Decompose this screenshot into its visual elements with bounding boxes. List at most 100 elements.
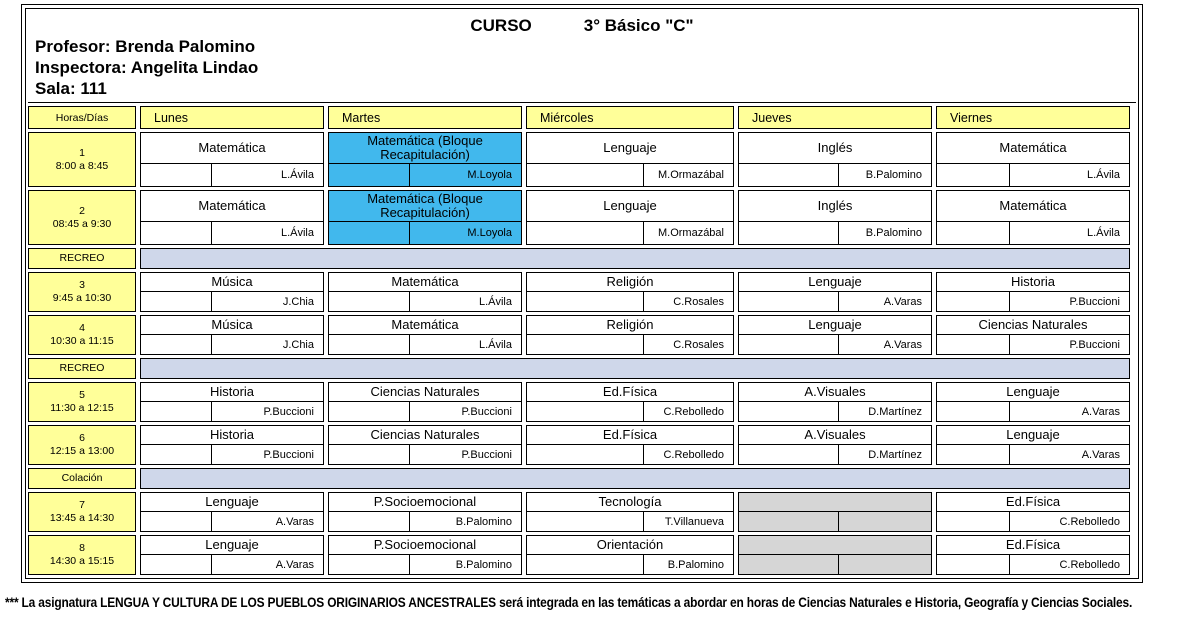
teacher-name: J.Chia [282, 295, 314, 308]
subject-name: P.Socioemocional [329, 536, 521, 555]
period-row-3: 3 9:45 a 10:30 Música J.Chia Matemática L.Ávi… [28, 272, 1136, 312]
teacher-name: A.Varas [1081, 405, 1120, 418]
break-band [140, 358, 1130, 379]
subject-name: Ed.Física [527, 383, 733, 402]
subject-name [739, 536, 931, 555]
cell-friday-period-4: Ciencias Naturales P.Buccioni [936, 315, 1130, 355]
break-band [140, 248, 1130, 269]
day-header-thursday: Jueves [738, 106, 932, 129]
teacher-cell-empty [527, 164, 645, 186]
cell-monday-period-6: Historia P.Buccioni [140, 425, 324, 465]
cell-tuesday-period-5: Ciencias Naturales P.Buccioni [328, 382, 522, 422]
cell-tuesday-period-4: Matemática L.Ávila [328, 315, 522, 355]
cell-monday-period-8: Lenguaje A.Varas [140, 535, 324, 575]
teacher-cell-empty [329, 292, 410, 311]
subject-name: Historia [141, 426, 323, 445]
timetable-body: 1 8:00 a 8:45 Matemática L.Ávila Matemática … [28, 132, 1136, 575]
day-header-monday: Lunes [140, 106, 324, 129]
period-time: 13:45 a 14:30 [49, 512, 115, 524]
break-band [140, 468, 1130, 489]
teacher-name: A.Varas [883, 338, 922, 351]
teacher-cell-empty [739, 445, 839, 464]
inspectora-line: Inspectora: Angelita Lindao [35, 58, 259, 77]
period-time: 12:15 a 13:00 [49, 445, 115, 457]
teacher-name [839, 555, 931, 574]
subject-name: Historia [141, 383, 323, 402]
teacher-name: C.Rebolledo [1059, 558, 1120, 571]
cell-wednesday-period-4: Religión C.Rosales [526, 315, 734, 355]
teacher-name [839, 512, 931, 531]
cell-thursday-period-2: Inglés B.Palomino [738, 190, 932, 245]
period-time: 08:45 a 9:30 [52, 217, 112, 230]
teacher-cell-empty [937, 445, 1010, 464]
teacher-name: L.Ávila [280, 169, 314, 181]
day-header-wednesday: Miércoles [526, 106, 734, 129]
subject-name: Ciencias Naturales [329, 426, 521, 445]
cell-monday-period-1: Matemática L.Ávila [140, 132, 324, 187]
period-time: 8:00 a 8:45 [55, 159, 109, 172]
teacher-cell-empty [329, 512, 410, 531]
teacher-cell-empty [527, 512, 645, 531]
teacher-cell-empty [739, 555, 839, 574]
cell-wednesday-period-8: Orientación B.Palomino [526, 535, 734, 575]
period-hours-8: 8 14:30 a 15:15 [28, 535, 136, 575]
period-number: 6 [79, 432, 85, 444]
teacher-name: M.Ormazábal [657, 169, 724, 181]
subject-name: Lenguaje [937, 426, 1129, 445]
teacher-name: M.Ormazábal [657, 227, 724, 239]
subject-name: Historia [937, 273, 1129, 292]
subject-name: Lenguaje [937, 383, 1129, 402]
subject-name: Ciencias Naturales [329, 383, 521, 402]
subject-name: Lenguaje [739, 316, 931, 335]
subject-name: Lenguaje [141, 493, 323, 512]
footnote: *** La asignatura LENGUA Y CULTURA DE LO… [5, 595, 1133, 610]
cell-tuesday-period-6: Ciencias Naturales P.Buccioni [328, 425, 522, 465]
teacher-cell-empty [739, 512, 839, 531]
cell-friday-period-7: Ed.Física C.Rebolledo [936, 492, 1130, 532]
break-label: RECREO [28, 248, 136, 269]
teacher-name: P.Buccioni [461, 405, 512, 418]
teacher-cell-empty [329, 402, 410, 421]
break-row: RECREO [28, 358, 1136, 379]
cell-thursday-period-5: A.Visuales D.Martínez [738, 382, 932, 422]
subject-name: Lenguaje [739, 273, 931, 292]
teacher-cell-empty [739, 335, 839, 354]
subject-name: Matemática (Bloque Recapitulación) [329, 191, 521, 222]
period-number: 1 [79, 146, 85, 159]
period-row-1: 1 8:00 a 8:45 Matemática L.Ávila Matemática … [28, 132, 1136, 187]
teacher-cell-empty [739, 292, 839, 311]
period-number: 3 [79, 279, 85, 291]
subject-name: Ed.Física [527, 426, 733, 445]
course-value: 3° Básico "C" [583, 16, 694, 35]
period-hours-3: 3 9:45 a 10:30 [28, 272, 136, 312]
teacher-name: P.Buccioni [461, 448, 512, 461]
cell-thursday-period-1: Inglés B.Palomino [738, 132, 932, 187]
period-hours-7: 7 13:45 a 14:30 [28, 492, 136, 532]
cell-wednesday-period-3: Religión C.Rosales [526, 272, 734, 312]
subject-name: Matemática [937, 191, 1129, 222]
cell-monday-period-7: Lenguaje A.Varas [140, 492, 324, 532]
cell-friday-period-6: Lenguaje A.Varas [936, 425, 1130, 465]
teacher-cell-empty [937, 402, 1010, 421]
cell-wednesday-period-7: Tecnología T.Villanueva [526, 492, 734, 532]
subject-name: Ed.Física [937, 493, 1129, 512]
teacher-name: D.Martínez [868, 405, 922, 418]
profesor-line: Profesor: Brenda Palomino [35, 37, 256, 56]
period-time: 9:45 a 10:30 [52, 292, 112, 304]
cell-tuesday-period-1: Matemática (Bloque Recapitulación) M.Loyo… [328, 132, 522, 187]
cell-thursday-period-3: Lenguaje A.Varas [738, 272, 932, 312]
cell-thursday-period-6: A.Visuales D.Martínez [738, 425, 932, 465]
day-header-row: Horas/Días Lunes Martes Miércoles Jueves Vier… [28, 106, 1136, 129]
subject-name: Matemática (Bloque Recapitulación) [329, 133, 521, 164]
teacher-name: A.Varas [1081, 448, 1120, 461]
cell-wednesday-period-2: Lenguaje M.Ormazábal [526, 190, 734, 245]
teacher-cell-empty [141, 445, 212, 464]
teacher-name: M.Loyola [467, 169, 512, 181]
period-number: 5 [79, 389, 85, 401]
timetable-sheet: CURSO 3° Básico "C" Profesor: Brenda Pal… [21, 4, 1143, 583]
subject-name: Música [141, 316, 323, 335]
cell-monday-period-3: Música J.Chia [140, 272, 324, 312]
teacher-cell-empty [527, 445, 645, 464]
teacher-name: B.Palomino [865, 227, 922, 239]
